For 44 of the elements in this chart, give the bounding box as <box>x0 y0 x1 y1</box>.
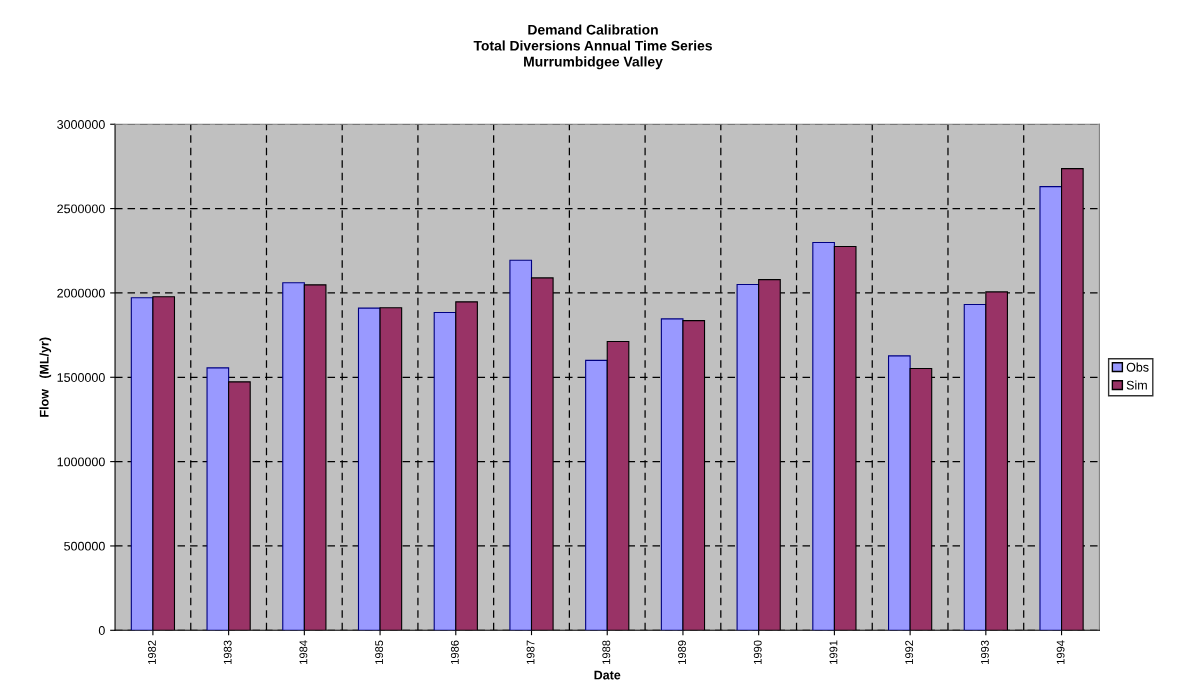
bar <box>682 320 706 631</box>
y-tick-label: 3000000 <box>57 120 105 129</box>
bar <box>152 296 176 631</box>
x-axis-title: Date <box>594 670 621 680</box>
y-tick-label: 500000 <box>64 541 105 551</box>
bar <box>660 318 684 631</box>
y-tick-label: 0 <box>98 626 105 635</box>
x-tick-label: 1991 <box>829 640 838 664</box>
bar <box>282 282 305 631</box>
x-tick-label: 1989 <box>678 640 686 664</box>
legend-label: Sim <box>1126 380 1147 390</box>
y-tick-label: 2500000 <box>57 204 105 214</box>
x-tick-label: 1985 <box>375 640 384 664</box>
x-tick-label: 1984 <box>299 640 308 664</box>
x-tick-label: 1992 <box>905 640 914 664</box>
bar <box>530 277 554 631</box>
bar <box>509 259 533 631</box>
y-tick-label: 2000000 <box>57 288 105 298</box>
x-tick-label: 1986 <box>450 640 459 664</box>
y-tick-label: 1000000 <box>57 457 105 467</box>
bar <box>130 297 154 631</box>
bar <box>812 241 835 631</box>
x-tick-label: 1982 <box>148 640 156 664</box>
bar <box>1061 168 1084 631</box>
x-tick-label: 1990 <box>753 640 762 664</box>
bar <box>909 367 933 631</box>
y-tick-label: 1500000 <box>57 373 105 382</box>
bar <box>887 355 911 631</box>
legend-label: Obs <box>1126 362 1149 372</box>
x-tick-label: 1988 <box>602 640 611 664</box>
y-axis-title: Flow (ML/yr) <box>39 337 52 417</box>
x-tick-label: 1983 <box>223 640 232 664</box>
bar <box>1039 186 1063 631</box>
bar <box>303 284 327 631</box>
x-tick-label: 1994 <box>1056 640 1065 664</box>
x-tick-label: 1987 <box>526 640 535 664</box>
bar <box>585 359 608 631</box>
bar <box>433 311 457 631</box>
chart-title: Demand Calibration Total Diversions Annual Time Series Murrumbidgee Valley <box>473 24 712 70</box>
x-tick-label: 1993 <box>980 640 989 664</box>
bar <box>736 283 760 631</box>
bar <box>206 367 230 631</box>
bar <box>963 304 987 631</box>
bar <box>357 307 381 631</box>
